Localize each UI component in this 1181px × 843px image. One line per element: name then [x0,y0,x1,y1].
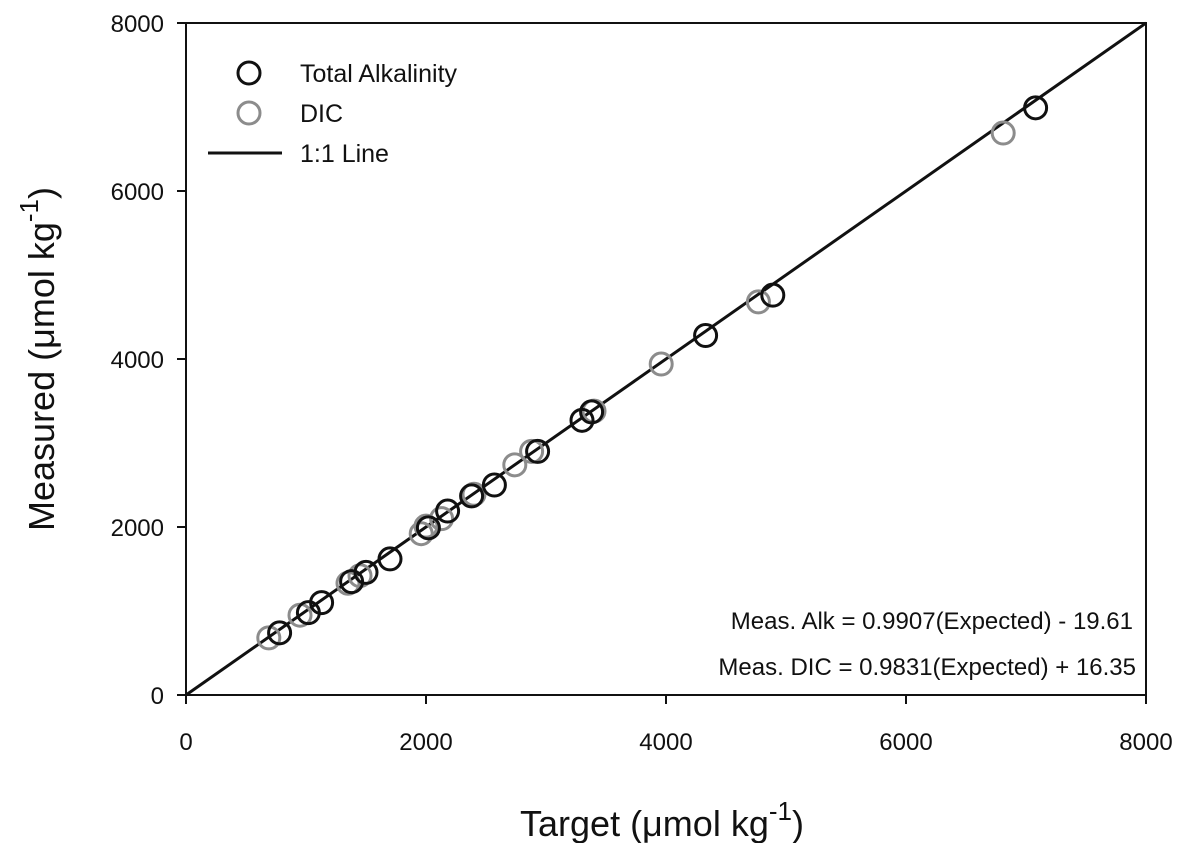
series-total-alkalinity [267,95,1049,646]
total-alkalinity-point [525,438,551,464]
total-alkalinity-point [377,546,403,572]
legend-label-total-alkalinity: Total Alkalinity [300,60,458,88]
dic-point [648,351,674,377]
total-alkalinity-point [309,590,335,616]
y-tick-label: 6000 [111,179,164,206]
series-dic [256,120,1016,651]
dic-point [429,506,455,532]
y-axis-title: Measured (μmol kg-1) [14,187,62,531]
legend-label-1-1-line: 1:1 Line [300,140,389,168]
x-tick-label: 8000 [1119,729,1172,756]
legend-label-dic: DIC [300,100,343,128]
y-tick-labels: 0 2000 4000 6000 8000 [111,11,164,710]
total-alkalinity-point [267,620,293,646]
dic-point [408,521,434,547]
series-1-1-line [185,21,1147,697]
total-alkalinity-point [693,322,719,348]
y-tick-label: 4000 [111,347,164,374]
legend-marker-total-alkalinity [236,60,262,86]
x-tick-label: 2000 [399,729,452,756]
x-tick-labels: 0 2000 4000 6000 8000 [179,729,1172,756]
total-alkalinity-point [481,472,507,498]
y-tick-label: 2000 [111,515,164,542]
one-to-one-line [185,21,1147,697]
x-axis-title: Target (μmol kg-1) [520,796,804,843]
legend-marker-dic [236,100,262,126]
total-alkalinity-point [415,515,441,541]
legend: Total Alkalinity DIC 1:1 Line [208,60,458,168]
axis-ticks [177,22,1147,704]
y-tick-label: 0 [151,683,164,710]
total-alkalinity-point [435,498,461,524]
total-alkalinity-point [353,559,379,585]
annotation-alk-regression: Meas. Alk = 0.9907(Expected) - 19.61 [731,608,1133,635]
y-tick-label: 8000 [111,11,164,38]
dic-point [519,438,545,464]
x-tick-label: 6000 [879,729,932,756]
dic-point [502,452,528,478]
x-tick-label: 0 [179,729,192,756]
total-alkalinity-point [1023,95,1049,121]
total-alkalinity-point [760,282,786,308]
dic-point [745,289,771,315]
total-alkalinity-point [579,399,605,425]
annotation-dic-regression: Meas. DIC = 0.9831(Expected) + 16.35 [718,654,1136,681]
dic-point [990,120,1016,146]
x-tick-label: 4000 [639,729,692,756]
total-alkalinity-point [459,483,485,509]
